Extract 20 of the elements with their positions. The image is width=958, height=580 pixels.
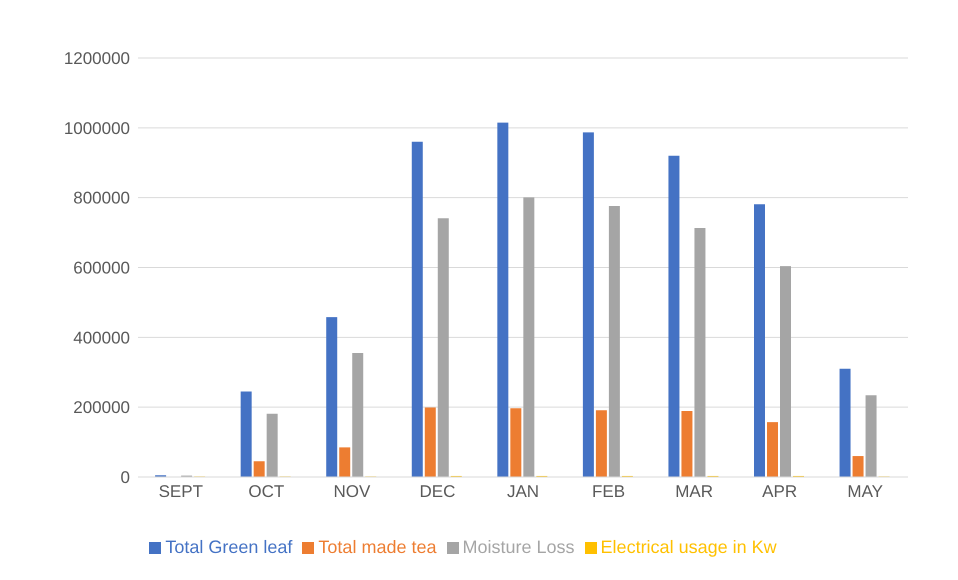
legend-label: Electrical usage in Kw (600, 537, 777, 557)
x-tick-label: MAY (847, 482, 884, 502)
x-tick-label: DEC (419, 482, 456, 502)
y-tick-label: 1000000 (64, 118, 130, 138)
x-tick-label: JAN (506, 482, 540, 502)
x-tick-label: NOV (333, 482, 371, 502)
y-tick-label: 600000 (73, 258, 130, 278)
legend-label: Moisture Loss (462, 537, 575, 557)
x-tick-label: FEB (592, 482, 626, 502)
x-tick-label: APR (762, 482, 798, 502)
y-tick-label: 0 (120, 468, 130, 488)
y-tick-label: 400000 (73, 328, 130, 348)
x-tick-label: OCT (248, 482, 284, 502)
y-tick-label: 1200000 (64, 49, 130, 68)
legend-label: Total Green leaf (165, 537, 292, 557)
x-tick-label: MAR (675, 482, 713, 502)
x-tick-label: SEPT (158, 482, 203, 502)
y-tick-label: 200000 (73, 398, 130, 418)
y-tick-label: 800000 (73, 188, 130, 208)
legend-label: Total made tea (318, 537, 436, 557)
